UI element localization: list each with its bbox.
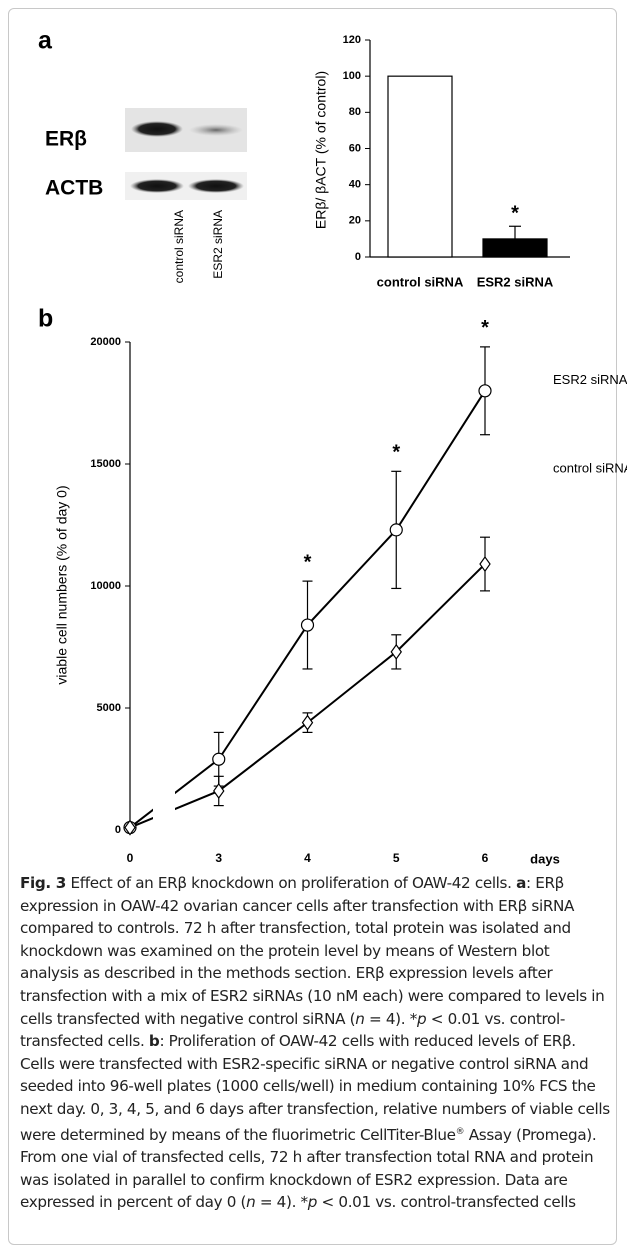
caption-run: = 4). * (255, 1193, 307, 1211)
bar (388, 76, 452, 257)
caption-run: b (149, 1032, 160, 1050)
blot-band (131, 121, 183, 137)
blot-lane-label: ESR2 siRNA (211, 210, 225, 279)
blot-row-label: ERβ (45, 128, 87, 151)
blot-band (188, 179, 244, 193)
panel-label: b (38, 305, 53, 333)
blot-lane-label: control siRNA (172, 210, 186, 283)
x-tick-label: 4 (304, 851, 311, 865)
y-tick-label: 10000 (90, 580, 121, 592)
significance-marker: * (481, 317, 489, 339)
blot-row-label: ACTB (45, 177, 103, 200)
y-tick-label: 0 (355, 251, 361, 263)
x-tick-label: ESR2 siRNA (477, 274, 554, 289)
y-tick-label: 20000 (90, 336, 121, 348)
y-axis-label: ERβ/ βACT (% of control) (313, 71, 329, 229)
data-point (303, 716, 313, 730)
caption-run: p (417, 1010, 426, 1028)
x-tick-label: 0 (127, 851, 134, 865)
data-point (480, 557, 490, 571)
data-point (213, 753, 225, 765)
series-label: ESR2 siRNA (553, 372, 627, 387)
caption-run: : ERβ expression in OAW-42 ovarian cance… (20, 874, 604, 1028)
figure: ERβ ACTB control siRNA ESR2 siRNA a02040… (0, 0, 627, 870)
caption-run: Effect of an ERβ knockdown on proliferat… (66, 874, 516, 892)
x-axis-label: days (530, 851, 560, 866)
y-tick-label: 15000 (90, 458, 121, 470)
y-tick-label: 5000 (97, 702, 121, 714)
caption-run: Fig. 3 (20, 874, 66, 892)
axis-break (153, 720, 175, 827)
y-tick-label: 0 (115, 824, 121, 836)
data-point (390, 524, 402, 536)
page: {"chart_data": [ {"type": "bar", "panel"… (0, 0, 627, 1255)
caption-run: = 4). * (365, 1010, 417, 1028)
y-tick-label: 120 (343, 34, 361, 46)
series-label: control siRNA (553, 460, 627, 475)
caption-run: a (516, 874, 526, 892)
y-axis-label: viable cell numbers (% of day 0) (54, 485, 70, 684)
caption-run: n (246, 1193, 255, 1211)
y-tick-label: 40 (349, 179, 361, 191)
data-point (302, 619, 314, 631)
significance-marker: * (304, 551, 312, 573)
y-tick-label: 60 (349, 142, 361, 154)
data-point (479, 385, 491, 397)
x-tick-label: 5 (393, 851, 400, 865)
x-tick-label: control siRNA (377, 274, 464, 289)
bar (483, 239, 547, 257)
blot-band (130, 179, 184, 193)
caption-run: < 0.01 vs. control-transfected cells (317, 1193, 576, 1211)
caption-run: p (308, 1193, 317, 1211)
data-point (391, 645, 401, 659)
y-tick-label: 80 (349, 106, 361, 118)
significance-marker: * (392, 442, 400, 464)
y-tick-label: 20 (349, 215, 361, 227)
figure-caption: Fig. 3 Effect of an ERβ knockdown on pro… (20, 872, 612, 1214)
y-tick-label: 100 (343, 70, 361, 82)
caption-run: n (355, 1010, 364, 1028)
caption-run: ® (456, 1127, 465, 1137)
x-tick-label: 6 (482, 851, 489, 865)
panel-label: a (38, 27, 53, 55)
blot-band (189, 124, 243, 136)
x-tick-label: 3 (215, 851, 222, 865)
significance-marker: * (511, 203, 519, 225)
